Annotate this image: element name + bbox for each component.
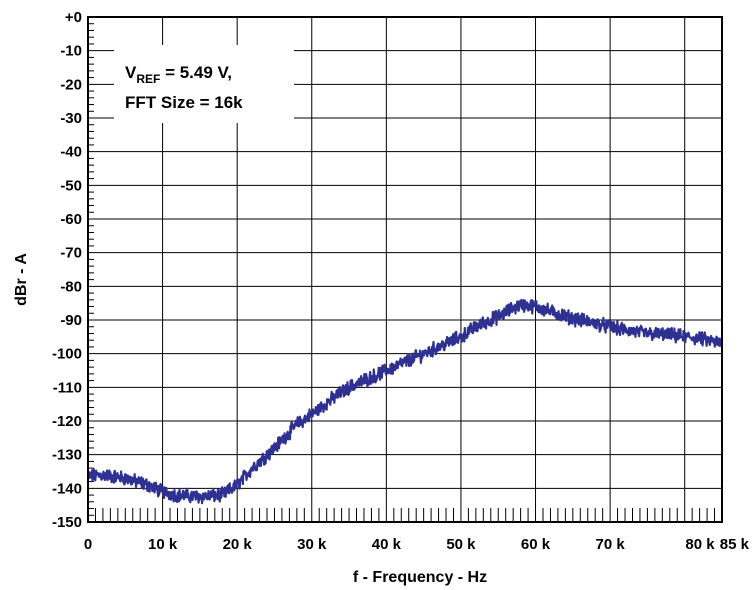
x-axis-label: f - Frequency - Hz xyxy=(353,569,487,586)
y-tick-labels: +0 -10 -20 -30 -40 -50 -60 -70 -80 -90 -100 -110 -12… xyxy=(52,9,82,531)
y-tick-label: -140 xyxy=(52,480,82,497)
y-tick-label: -100 xyxy=(52,346,82,363)
y-tick-label: -10 xyxy=(60,43,82,60)
spectrum-series-line xyxy=(86,298,724,505)
y-tick-label: -130 xyxy=(52,447,82,464)
annotation-fft-size: FFT Size = 16k xyxy=(125,93,243,112)
x-tick-label: 50 k xyxy=(446,536,476,553)
x-tick-label: 10 k xyxy=(148,536,178,553)
x-tick-labels: 0 10 k 20 k 30 k 40 k 50 k 60 k 70 k 80 k 85 k xyxy=(84,536,750,553)
y-tick-label: -60 xyxy=(60,211,82,228)
y-tick-label: -150 xyxy=(52,514,82,531)
x-tick-label: 40 k xyxy=(372,536,402,553)
x-tick-label: 20 k xyxy=(223,536,253,553)
series-layer xyxy=(86,298,724,505)
y-tick-label: -20 xyxy=(60,76,82,93)
y-tick-label: -50 xyxy=(60,177,82,194)
x-tick-label: 70 k xyxy=(596,536,626,553)
annotation-box: VREF = 5.49 V, FFT Size = 16k xyxy=(114,45,294,123)
y-tick-label: -70 xyxy=(60,245,82,262)
y-tick-label: -80 xyxy=(60,278,82,295)
y-tick-label: -40 xyxy=(60,144,82,161)
y-axis-label: dBr - A xyxy=(13,253,30,306)
x-tick-label: 0 xyxy=(84,536,92,553)
x-tick-label: 30 k xyxy=(297,536,327,553)
x-tick-label: 60 k xyxy=(521,536,551,553)
y-tick-label: +0 xyxy=(65,9,82,26)
y-tick-label: -30 xyxy=(60,110,82,127)
plot-frame xyxy=(87,16,723,523)
x-tick-label: 85 k xyxy=(720,536,750,553)
x-tick-label: 80 k xyxy=(685,536,715,553)
y-tick-label: -120 xyxy=(52,413,82,430)
annotation-vref: VREF = 5.49 V, xyxy=(125,63,232,86)
y-tick-label: -90 xyxy=(60,312,82,329)
y-tick-label: -110 xyxy=(53,379,82,396)
